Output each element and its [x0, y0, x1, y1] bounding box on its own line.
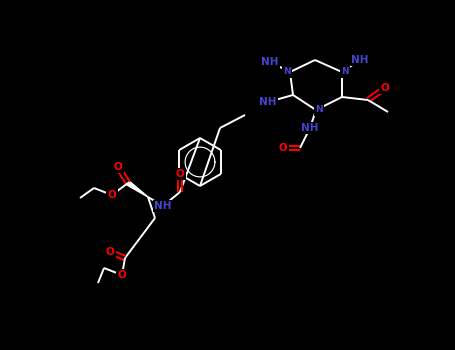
Text: N: N — [341, 68, 349, 77]
Text: O: O — [176, 169, 184, 179]
Text: N: N — [283, 68, 291, 77]
Text: NH: NH — [301, 123, 319, 133]
Text: NH: NH — [261, 57, 279, 67]
Text: O: O — [118, 270, 126, 280]
Polygon shape — [126, 181, 148, 197]
Text: NH: NH — [351, 55, 369, 65]
Text: N: N — [315, 105, 323, 114]
Text: O: O — [381, 83, 389, 93]
Text: O: O — [114, 162, 122, 172]
Text: O: O — [278, 143, 288, 153]
Text: NH: NH — [154, 201, 172, 211]
Text: NH: NH — [259, 97, 277, 107]
Text: O: O — [106, 247, 114, 257]
Text: O: O — [108, 190, 116, 200]
